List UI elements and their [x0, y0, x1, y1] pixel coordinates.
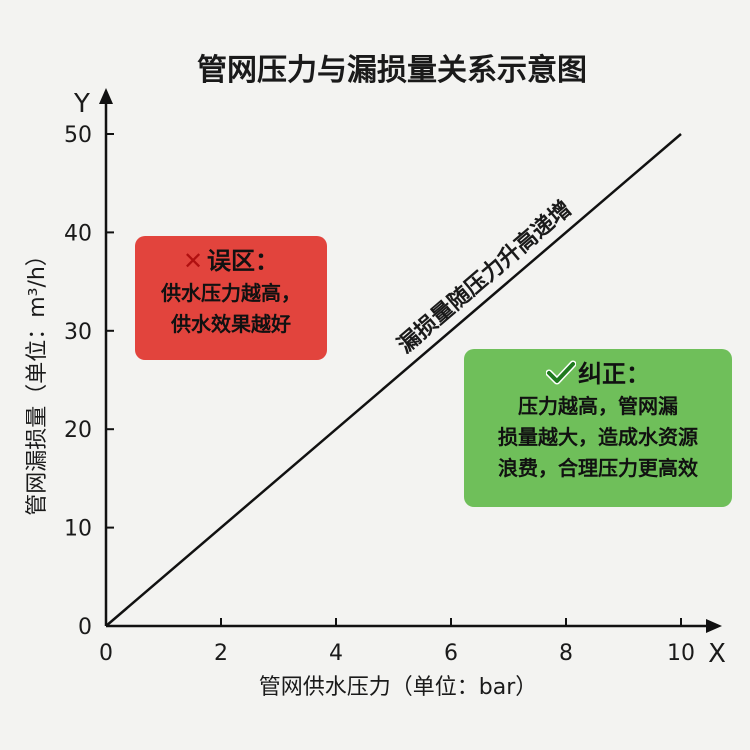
myth-callout: ✕ 误区： 供水压力越高， 供水效果越好 — [135, 236, 327, 360]
cross-icon: ✕ — [182, 247, 204, 275]
y-tick-label: 0 — [78, 615, 92, 640]
y-axis-arrow — [99, 88, 113, 104]
y-tick-label: 20 — [64, 418, 92, 443]
fact-callout: 纠正： 压力越高，管网漏 损量越大，造成水资源 浪费，合理压力更高效 — [464, 349, 732, 507]
y-axis-letter: Y — [73, 89, 90, 119]
chart-title: 管网压力与漏损量关系示意图 — [197, 53, 587, 88]
fact-line-1: 压力越高，管网漏 — [518, 394, 678, 418]
y-ticks: 0 10 20 30 40 50 — [64, 123, 114, 640]
x-tick-label: 0 — [99, 641, 113, 666]
x-tick-label: 10 — [667, 641, 695, 666]
y-axis-title: 管网漏损量（单位：m³/h） — [25, 244, 50, 516]
x-ticks: 0 2 4 6 8 10 — [99, 618, 695, 666]
series-line — [105, 133, 682, 627]
myth-heading: 误区： — [207, 247, 280, 275]
fact-line-3: 浪费，合理压力更高效 — [498, 456, 698, 480]
x-tick-label: 4 — [329, 641, 343, 666]
fact-heading: 纠正： — [578, 360, 650, 388]
myth-line-2: 供水效果越好 — [171, 312, 291, 336]
fact-line-2: 损量越大，造成水资源 — [498, 425, 698, 449]
series-line-label: 漏损量随压力升高递增 — [393, 196, 577, 359]
fact-heading-row: 纠正： — [464, 357, 732, 391]
x-axis-letter: X — [708, 639, 726, 669]
x-axis-title: 管网供水压力（单位：bar） — [259, 675, 538, 700]
myth-line-1: 供水压力越高， — [161, 281, 301, 305]
y-tick-label: 50 — [64, 123, 92, 148]
x-axis-arrow — [706, 619, 722, 633]
x-tick-label: 2 — [214, 641, 228, 666]
x-tick-label: 8 — [559, 641, 573, 666]
check-icon — [546, 360, 576, 385]
y-tick-label: 10 — [64, 517, 92, 542]
y-tick-label: 40 — [64, 221, 92, 246]
myth-heading-row: ✕ 误区： — [135, 244, 327, 278]
x-tick-label: 6 — [444, 641, 458, 666]
y-tick-label: 30 — [64, 320, 92, 345]
